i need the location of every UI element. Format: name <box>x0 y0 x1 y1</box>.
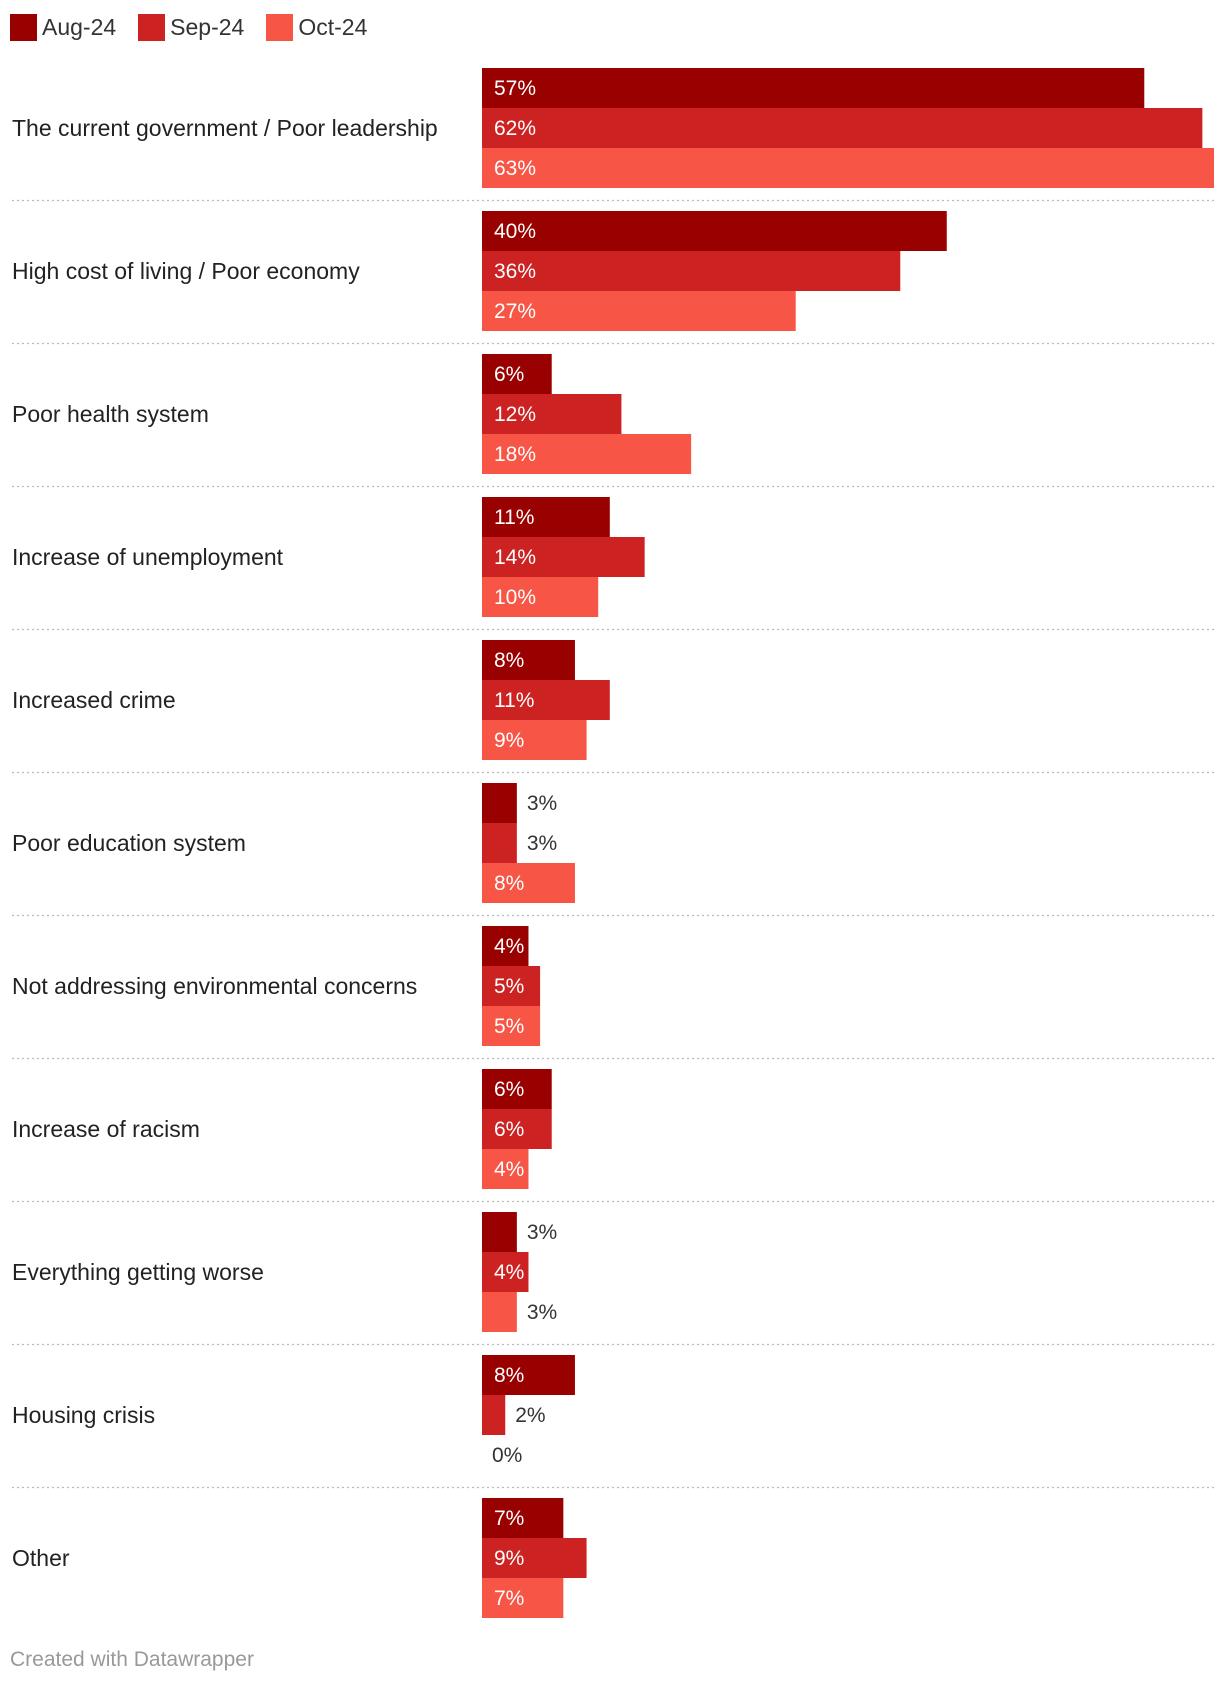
value-label: 9% <box>494 729 524 752</box>
value-label: 8% <box>494 872 524 895</box>
bar-sep-24 <box>482 1252 529 1292</box>
value-label: 57% <box>494 77 536 100</box>
value-label: 63% <box>494 157 536 180</box>
value-label: 6% <box>494 1078 524 1101</box>
bar-group: The current government / Poor leadership… <box>12 68 1214 188</box>
category-label: The current government / Poor leadership <box>12 115 438 141</box>
value-label: 3% <box>527 1301 557 1324</box>
bar-oct-24 <box>482 1292 517 1332</box>
category-label: Everything getting worse <box>12 1259 264 1285</box>
value-label: 4% <box>494 935 524 958</box>
bar-sep-24 <box>482 394 622 434</box>
bar-group: Everything getting worse 3%4%3% <box>12 1212 557 1332</box>
legend-item-sep-24: Sep-24 <box>138 13 245 41</box>
bar-oct-24 <box>482 148 1214 188</box>
legend-label: Oct-24 <box>298 13 368 40</box>
bar-aug-24 <box>482 354 552 394</box>
bar-group: High cost of living / Poor economy 40% 36%… <box>12 211 947 331</box>
legend-label: Aug-24 <box>42 13 117 40</box>
value-label: 27% <box>494 300 536 323</box>
category-label: Increase of unemployment <box>12 544 284 570</box>
bar-aug-24 <box>482 497 610 537</box>
bar-aug-24 <box>482 211 947 251</box>
bar-group: Poor health system 6% 12% 18% <box>12 354 692 474</box>
value-label: 3% <box>527 832 557 855</box>
value-label: 12% <box>494 403 536 426</box>
category-label: Poor health system <box>12 401 209 427</box>
category-label: Housing crisis <box>12 1402 155 1428</box>
category-label: Increased crime <box>12 687 176 713</box>
value-label: 7% <box>494 1507 524 1530</box>
bar-sep-24 <box>482 1538 587 1578</box>
category-label: Poor education system <box>12 830 246 856</box>
category-label: Other <box>12 1545 70 1571</box>
bar-oct-24 <box>482 291 796 331</box>
bar-oct-24 <box>482 1578 564 1618</box>
bar-oct-24 <box>482 577 599 617</box>
value-label: 6% <box>494 1118 524 1141</box>
bar-aug-24 <box>482 1498 564 1538</box>
bar-group: Other 7% 9% 7% <box>12 1498 587 1618</box>
value-label: 14% <box>494 546 536 569</box>
bar-group: Housing crisis 8% 2% 0% <box>12 1355 575 1467</box>
value-label: 11% <box>494 689 534 712</box>
legend: Aug-24 Sep-24 Oct-24 <box>10 10 389 44</box>
bar-sep-24 <box>482 537 645 577</box>
category-label: Not addressing environmental concerns <box>12 973 417 999</box>
value-label: 0% <box>492 1444 522 1467</box>
category-label: Increase of racism <box>12 1116 200 1142</box>
bar-sep-24 <box>482 966 541 1006</box>
bar-aug-24 <box>482 783 517 823</box>
bar-aug-24 <box>482 1355 575 1395</box>
bar-sep-24 <box>482 108 1203 148</box>
value-label: 2% <box>515 1404 545 1427</box>
legend-label: Sep-24 <box>170 13 245 40</box>
bar-oct-24 <box>482 720 587 760</box>
value-label: 4% <box>494 1261 524 1284</box>
legend-item-oct-24: Oct-24 <box>266 13 368 41</box>
bar-aug-24 <box>482 640 575 680</box>
bar-oct-24 <box>482 1149 529 1189</box>
legend-swatch <box>138 13 166 41</box>
category-label: High cost of living / Poor economy <box>12 258 360 284</box>
bar-sep-24 <box>482 1395 506 1435</box>
value-label: 10% <box>494 586 536 609</box>
bar-aug-24 <box>482 68 1145 108</box>
bar-oct-24 <box>482 434 692 474</box>
value-label: 62% <box>494 117 536 140</box>
legend-swatch <box>266 13 294 41</box>
bar-group: Increase of unemployment 11% 14% 10% <box>12 497 645 617</box>
value-label: 40% <box>494 220 536 243</box>
legend-swatch <box>10 13 37 41</box>
value-label: 8% <box>494 649 524 672</box>
value-label: 3% <box>527 1221 557 1244</box>
bar-group: Increase of racism 6% 6% 4% <box>12 1069 552 1189</box>
bar-group: Increased crime 8% 11% 9% <box>12 640 610 760</box>
bar-sep-24 <box>482 823 517 863</box>
value-label: 18% <box>494 443 536 466</box>
bar-sep-24 <box>482 1109 552 1149</box>
footer-credit: Created with Datawrapper <box>10 1648 254 1671</box>
bar-oct-24 <box>482 863 575 903</box>
legend-item-aug-24: Aug-24 <box>10 13 117 41</box>
value-label: 4% <box>494 1158 524 1181</box>
bar-aug-24 <box>482 1212 517 1252</box>
bar-aug-24 <box>482 1069 552 1109</box>
value-label: 5% <box>494 975 524 998</box>
value-label: 7% <box>494 1587 524 1610</box>
bar-group: Not addressing environmental concerns 4% 5… <box>12 926 541 1046</box>
bar-oct-24 <box>482 1006 541 1046</box>
bar-aug-24 <box>482 926 529 966</box>
value-label: 5% <box>494 1015 524 1038</box>
value-label: 3% <box>527 792 557 815</box>
bar-sep-24 <box>482 251 901 291</box>
value-label: 8% <box>494 1364 524 1387</box>
value-label: 36% <box>494 260 536 283</box>
bar-sep-24 <box>482 680 610 720</box>
value-label: 9% <box>494 1547 524 1570</box>
value-label: 11% <box>494 506 534 529</box>
value-label: 6% <box>494 363 524 386</box>
